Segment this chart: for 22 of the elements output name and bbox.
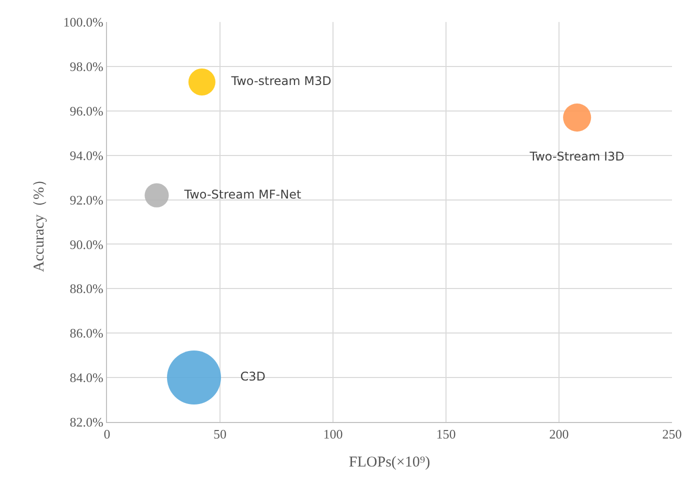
x-tick-label: 150 [436,426,456,442]
x-tick-label: 100 [323,426,343,442]
series-label: Two-stream M3D [220,74,343,88]
series-label: C3D [228,370,277,384]
x-tick-label: 50 [214,426,226,442]
y-tick-label: 86.0% [70,326,104,341]
y-axis-title: Accuracy（%） [32,172,48,272]
y-tick-label: 92.0% [70,192,104,208]
x-axis-title: FLOPs(×10⁹) [348,454,430,471]
x-tick-label: 250 [662,426,682,442]
y-tick-label: 84.0% [70,370,104,386]
y-tick-label: 82.0% [70,414,104,430]
y-tick-label: 94.0% [70,148,104,163]
series-label: Two-Stream MF-Net [172,187,313,202]
y-tick-label: 88.0% [70,281,104,296]
y-tick-label: 98.0% [70,58,104,74]
x-tick-label: 200 [549,426,569,442]
y-tick-label: 96.0% [70,103,104,118]
text: Two-Stream I3D [518,150,636,164]
y-tick-label: 100.0% [63,14,104,30]
y-tick-label: 90.0% [70,236,104,252]
x-tick-label: 0 [104,426,110,442]
